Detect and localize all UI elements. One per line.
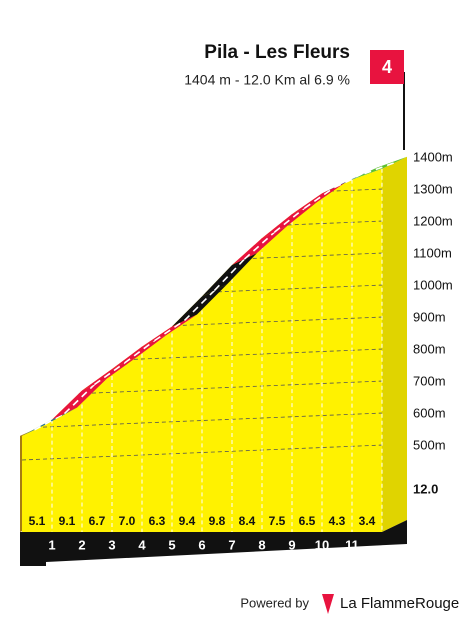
centerline [274,207,305,233]
x-tick-label: 11 [345,537,359,552]
segment [262,202,317,239]
y-tick-label: 1100m [413,245,452,260]
grid-line [22,443,382,461]
plot: 500m 600m 700m 800m 900m 1000m 1100m 1200m 1300m… [20,149,453,566]
x-tick-label: 3 [108,537,115,552]
gradient-label: 6.3 [149,514,166,528]
x-tick-label: 4 [138,537,146,552]
x-tick-label: 8 [258,537,265,552]
x-tick-label: 2 [78,537,85,552]
profile-area [22,168,382,532]
gradient-label: 5.1 [29,514,46,528]
brand: La FlammeRouge [340,595,459,612]
gradient-label: 9.8 [209,514,226,528]
y-tick-label: 700m [413,373,446,388]
x-tick-label: 9 [288,537,295,552]
y-tick-label: 1300m [413,181,453,196]
x-tick-label: 1 [48,537,55,552]
centerline [94,362,125,386]
centerline [364,161,395,175]
y-tick-label: 500m [413,437,446,452]
gradient-label: 7.0 [119,514,136,528]
x-tick-label: 10 [315,537,329,552]
centerline [124,339,155,364]
centerline [63,383,96,415]
base [20,520,407,566]
segment [52,378,107,420]
centerline [334,172,365,189]
x-tick-label: 12.0 [413,481,438,496]
gradient-label: 9.1 [59,514,76,528]
chart-title: Pila - Les Fleurs [204,42,350,63]
flag [370,50,404,84]
centerline [154,319,185,342]
gradient-label: 4.3 [329,514,346,528]
y-tick-label: 1000m [413,277,453,292]
gradient-label: 3.4 [359,514,376,528]
y-tick-label: 1200m [413,213,453,228]
grid-line [22,168,382,173]
y-tick-label: 800m [413,341,446,356]
y-tick-label: 900m [413,309,446,324]
centerline [213,258,246,291]
y-tick-label: 600m [413,405,446,420]
segment [202,253,257,297]
end-face [382,156,407,532]
powered-by: Powered by [240,595,309,610]
x-tick-label: 6 [198,537,205,552]
gradient-label: 7.5 [269,514,286,528]
y-tick-label: 1400m [413,149,453,164]
x-tick-label: 5 [168,537,175,552]
logo [322,594,334,614]
segment [232,226,287,266]
segment [172,284,227,327]
centerline [243,231,276,260]
chart-subtitle: 1404 m - 12.0 Km al 6.9 % [184,72,350,88]
centerline [34,412,65,431]
gradient-label: 8.4 [239,514,256,528]
gradient-label: 9.4 [179,514,196,528]
grid-line [22,411,382,429]
gradient-label: 6.5 [299,514,316,528]
centerline [304,186,335,209]
category: 4 [382,57,392,77]
gradient-label: 6.7 [89,514,106,528]
x-tick-label: 7 [228,537,235,552]
